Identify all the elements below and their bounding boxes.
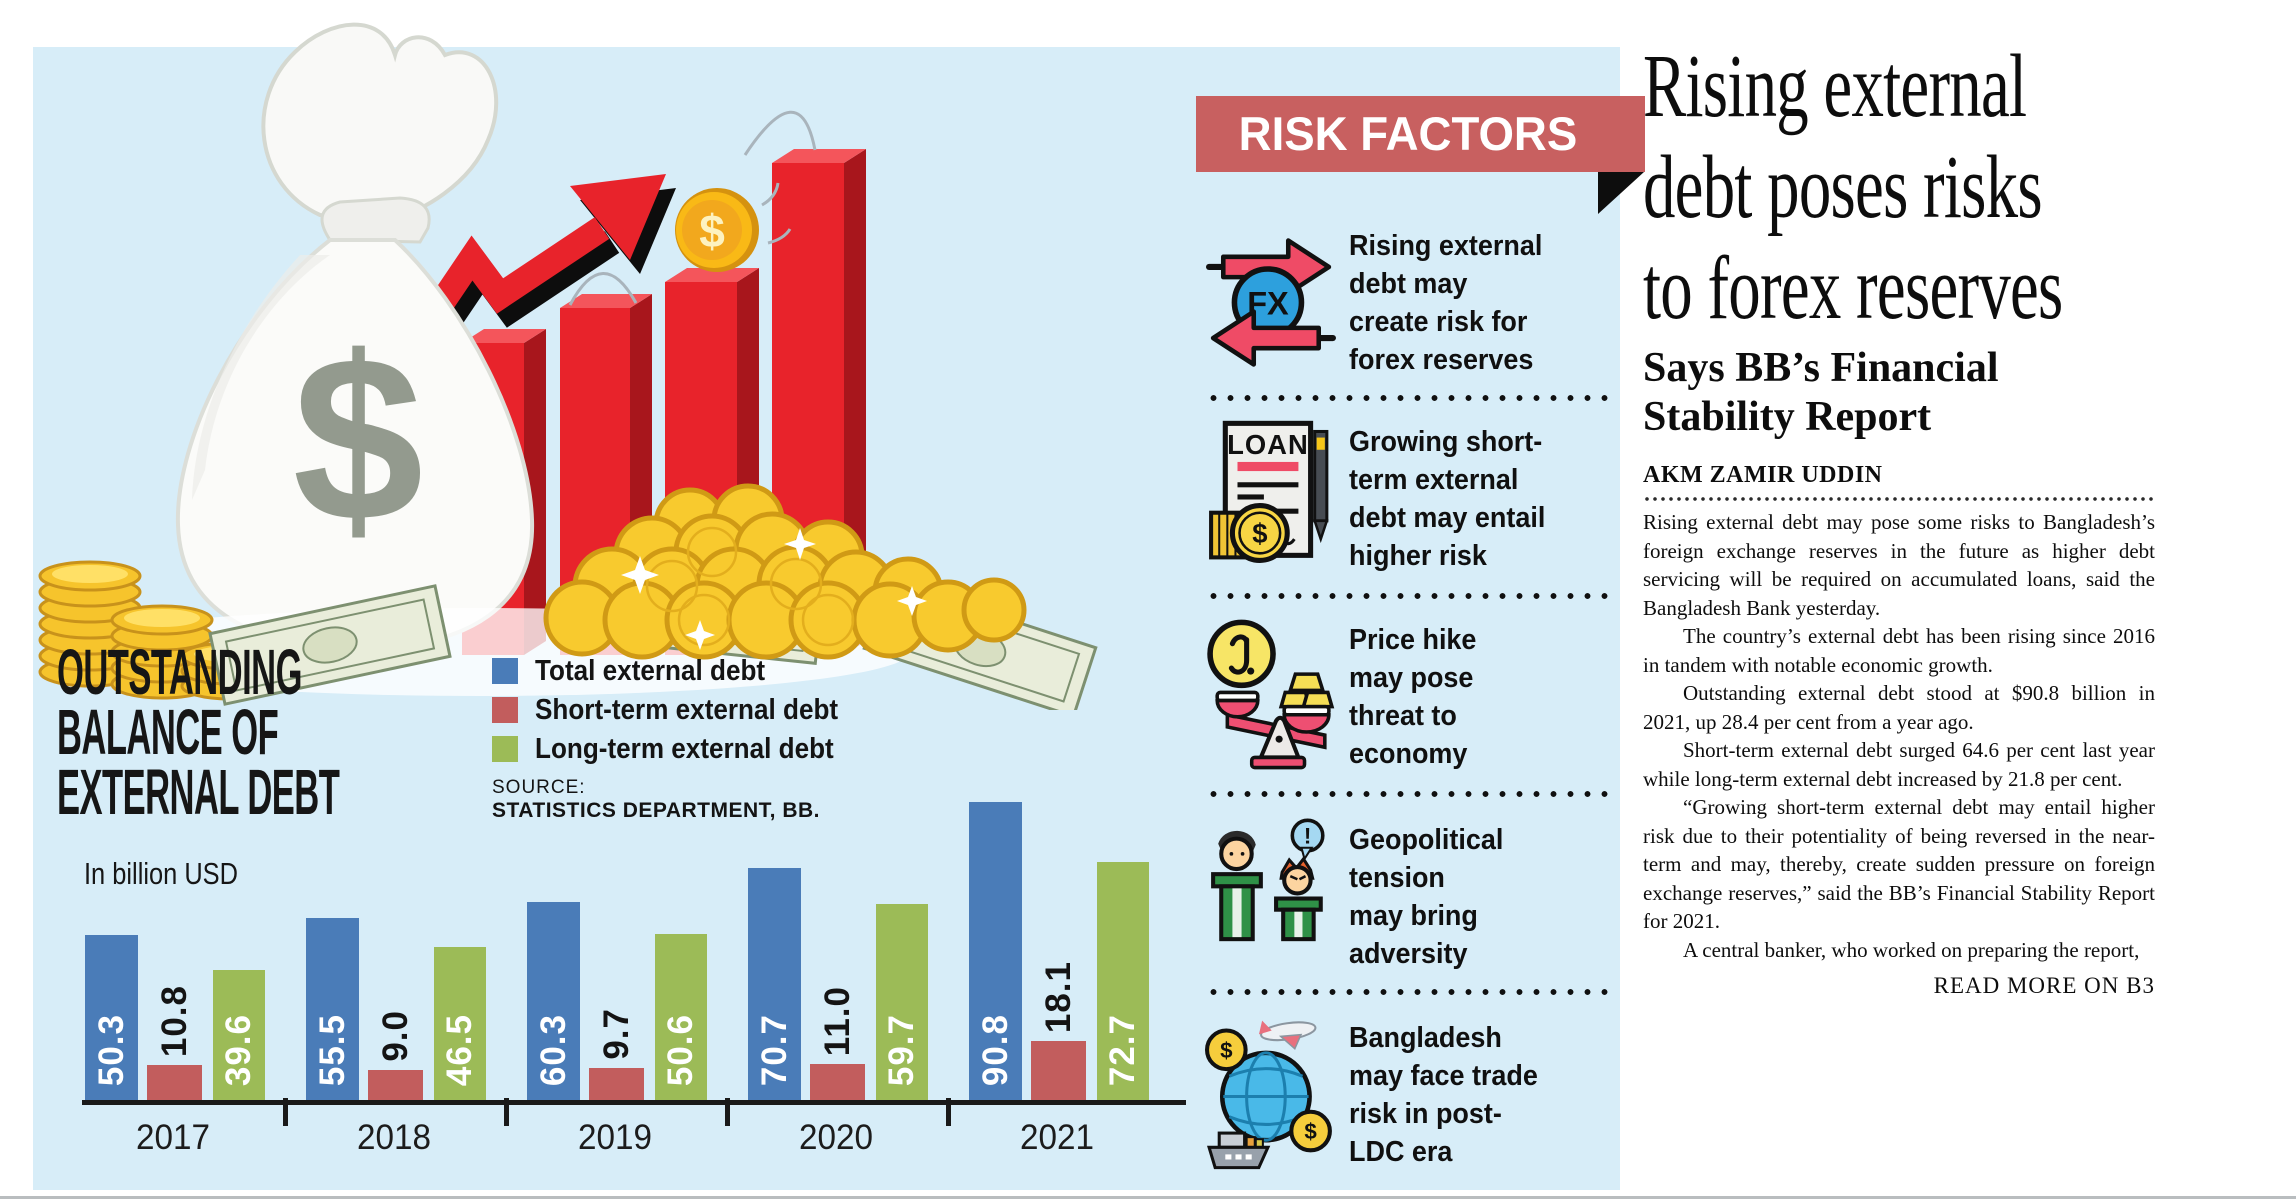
legend-row: Long-term external debt bbox=[492, 733, 872, 765]
bar-value-label: 10.8 bbox=[154, 984, 194, 1057]
bar-2018-series2 bbox=[434, 947, 486, 1100]
legend-row: Total external debt bbox=[492, 655, 872, 687]
article-byline: AKM ZAMIR UDDIN bbox=[1643, 462, 1883, 488]
chart-title: OUTSTANDING BALANCE OF EXTERNAL DEBT bbox=[57, 636, 340, 828]
article-headline: Rising external debt poses risks to fore… bbox=[1643, 37, 2063, 338]
source-label: SOURCE: bbox=[492, 777, 586, 798]
chart-legend: Total external debt Short-term external d… bbox=[492, 655, 872, 775]
bar-2017-series1 bbox=[147, 1065, 202, 1100]
risk-item-text: Price hike may pose threat to economy bbox=[1349, 624, 1477, 770]
bar-2020-series2 bbox=[876, 904, 928, 1100]
bar-2021-series2 bbox=[1097, 862, 1149, 1100]
chart-unit-label: In billion USD bbox=[84, 856, 239, 891]
bar-2018-series0 bbox=[306, 918, 359, 1100]
dotted-divider bbox=[1205, 790, 1610, 798]
geopolitical-tension-icon: ! bbox=[1211, 818, 1325, 942]
x-axis-tick bbox=[504, 1098, 509, 1126]
fx-exchange-icon: FX bbox=[1206, 238, 1336, 367]
svg-text:$: $ bbox=[1304, 1119, 1317, 1144]
x-axis-year-label: 2018 bbox=[357, 1118, 431, 1157]
chart-source: SOURCE: STATISTICS DEPARTMENT, BB. bbox=[492, 776, 820, 822]
legend-label: Total external debt bbox=[535, 654, 766, 687]
source-name: STATISTICS DEPARTMENT, BB. bbox=[492, 799, 820, 822]
legend-row: Short-term external debt bbox=[492, 694, 872, 726]
x-axis-tick bbox=[725, 1098, 730, 1126]
body-paragraph: Rising external debt may pose some risks… bbox=[1643, 510, 2155, 620]
x-axis-tick bbox=[946, 1098, 951, 1126]
body-paragraph: The country’s external debt has been ris… bbox=[1643, 624, 2155, 677]
bar-2018-series1 bbox=[368, 1070, 423, 1100]
risk-factors-title: RISK FACTORS bbox=[1238, 107, 1578, 160]
loan-document-icon: LOAN $ bbox=[1209, 420, 1329, 563]
svg-text:$: $ bbox=[1220, 1038, 1233, 1063]
legend-label: Short-term external debt bbox=[535, 693, 839, 726]
x-axis-line bbox=[82, 1100, 1186, 1105]
price-hike-scale-icon bbox=[1207, 619, 1335, 770]
x-axis-year-label: 2017 bbox=[136, 1118, 210, 1157]
legend-label: Long-term external debt bbox=[535, 732, 834, 765]
read-more-link: READ MORE ON B3 bbox=[1933, 973, 2155, 998]
bar-2017-series0 bbox=[85, 935, 138, 1100]
risk-item-short-term-debt: LOAN $ Growing short- term external debt… bbox=[1205, 404, 1617, 594]
legend-swatch bbox=[492, 736, 518, 762]
bar-value-label: 18.1 bbox=[1038, 960, 1078, 1033]
x-axis-year-label: 2019 bbox=[578, 1118, 652, 1157]
x-axis-year-label: 2020 bbox=[799, 1118, 873, 1157]
bar-value-label: 9.0 bbox=[375, 1010, 415, 1062]
svg-text:$: $ bbox=[1252, 518, 1267, 549]
page-bottom-rule bbox=[0, 1196, 2296, 1199]
risk-item-text: Rising external debt may create risk for… bbox=[1349, 230, 1543, 376]
risk-item-price-hike: Price hike may pose threat to economy bbox=[1205, 602, 1617, 792]
body-paragraph: A central banker, who worked on preparin… bbox=[1683, 937, 2140, 962]
dotted-divider bbox=[1205, 592, 1610, 600]
bar-value-label: 11.0 bbox=[817, 985, 857, 1056]
body-paragraph: Short-term external debt surged 64.6 per… bbox=[1643, 738, 2155, 791]
bar-2020-series0 bbox=[748, 868, 801, 1100]
risk-item-text: Bangladesh may face trade risk in post- … bbox=[1349, 1022, 1538, 1168]
risk-item-text: Geopolitical tension may bring adversity bbox=[1349, 824, 1504, 970]
risk-item-trade: $ $ Bangladesh may face trade risk in po… bbox=[1205, 1000, 1617, 1190]
risk-item-geopolitical: ! Geopolitical tension may bring adversi… bbox=[1205, 802, 1617, 992]
body-paragraph: “Growing short-term external debt may en… bbox=[1643, 795, 2155, 933]
bar-2017-series2 bbox=[213, 970, 265, 1100]
article-subhead: Says BB’s Financial Stability Report bbox=[1643, 345, 1999, 440]
legend-swatch bbox=[492, 697, 518, 723]
bar-2021-series0 bbox=[969, 802, 1022, 1100]
bar-2019-series2 bbox=[655, 934, 707, 1100]
risk-item-forex: FX Rising external debt may create risk … bbox=[1205, 208, 1617, 398]
bar-2021-series1 bbox=[1031, 1041, 1086, 1100]
trade-globe-icon: $ $ bbox=[1205, 1020, 1332, 1170]
risk-factors-banner: RISK FACTORS bbox=[1196, 96, 1645, 172]
legend-swatch bbox=[492, 658, 518, 684]
bar-value-label: 9.7 bbox=[596, 1008, 636, 1060]
article-body: Rising external debt may pose some risks… bbox=[1643, 508, 2155, 1001]
body-paragraph: Outstanding external debt stood at $90.8… bbox=[1643, 681, 2155, 734]
x-axis-tick bbox=[283, 1098, 288, 1126]
x-axis-year-label: 2021 bbox=[1020, 1118, 1094, 1157]
dotted-divider bbox=[1205, 394, 1610, 402]
bar-2020-series1 bbox=[810, 1064, 865, 1100]
dotted-divider bbox=[1205, 988, 1610, 996]
bar-2019-series1 bbox=[589, 1068, 644, 1100]
risk-item-text: Growing short- term external debt may en… bbox=[1349, 426, 1546, 572]
bar-2019-series0 bbox=[527, 902, 580, 1100]
byline-dotted-rule bbox=[1643, 496, 2155, 502]
svg-text:!: ! bbox=[1304, 824, 1311, 849]
svg-text:LOAN: LOAN bbox=[1227, 429, 1309, 460]
